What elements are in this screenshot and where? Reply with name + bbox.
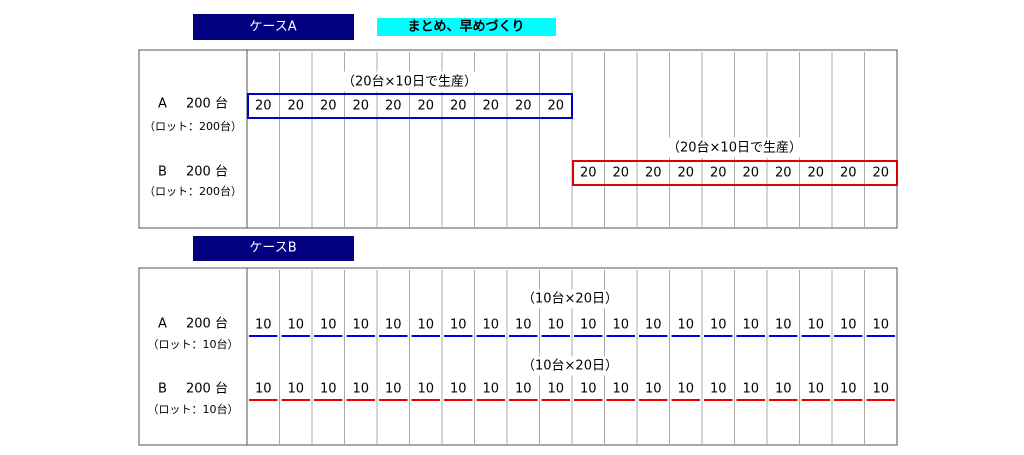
cell-value: 10 [255,382,272,397]
cell-frame [247,93,573,119]
cell-value: 20 [482,99,499,114]
row-name: B [158,165,167,180]
cell-value: 10 [710,318,727,333]
row-note: （10台×20日） [522,359,618,374]
cell-value: 10 [742,382,759,397]
cell-value: 10 [385,382,402,397]
row-qty: 200 台 [186,317,228,332]
cell-value: 10 [645,318,662,333]
row-name: B [158,382,167,397]
frame [138,267,898,446]
note-bg [519,289,621,309]
cell-value: 10 [807,318,824,333]
case-a-header [193,14,354,40]
cell-value: 10 [580,382,597,397]
cell-value: 20 [515,99,532,114]
cell-value: 10 [775,318,792,333]
cell-value: 10 [320,318,337,333]
row-note: （20台×10日で生産） [667,140,802,156]
note-bg [519,356,621,376]
cell-value: 10 [450,318,467,333]
cell-value: 10 [742,318,759,333]
cell-value: 20 [872,166,889,181]
cell-value: 20 [807,166,824,181]
case-b-header [193,236,354,261]
cell-value: 20 [677,166,694,181]
cell-value: 20 [287,99,304,114]
cell-value: 10 [612,382,629,397]
cell-value: 20 [710,166,727,181]
row-note: （20台×10日で生産） [342,74,477,90]
row-name: A [158,317,167,332]
case-b-label: ケースB [249,241,296,256]
cell-value: 20 [612,166,629,181]
cell-value: 20 [547,99,564,114]
cell-value: 20 [417,99,434,114]
row-lot: （ロット：200台） [144,184,242,198]
cell-value: 20 [840,166,857,181]
cell-value: 20 [580,166,597,181]
cell-value: 10 [515,318,532,333]
cell-value: 10 [352,318,369,333]
cell-value: 10 [677,318,694,333]
cell-value: 10 [710,382,727,397]
cell-value: 10 [872,382,889,397]
row-note: （10台×20日） [522,292,618,307]
cell-value: 10 [417,382,434,397]
cell-value: 10 [612,318,629,333]
cell-value: 10 [482,318,499,333]
cell-value: 10 [677,382,694,397]
cell-value: 10 [515,382,532,397]
cell-value: 10 [255,318,272,333]
cell-value: 10 [840,382,857,397]
cell-value: 10 [547,318,564,333]
cell-value: 10 [580,318,597,333]
cell-value: 20 [385,99,402,114]
row-lot: （ロット：10台） [148,402,239,416]
row-lot: （ロット：200台） [144,119,242,133]
cell-value: 10 [287,382,304,397]
cell-value: 10 [775,382,792,397]
case-a-tag: まとめ、早めづくり [407,19,524,35]
note-bg [664,137,805,158]
tag-box [377,18,556,36]
cell-value: 20 [450,99,467,114]
note-bg [339,71,480,92]
cell-value: 20 [255,99,272,114]
cell-value: 10 [547,382,564,397]
cell-value: 10 [645,382,662,397]
cell-value: 20 [645,166,662,181]
cell-value: 10 [352,382,369,397]
cell-value: 10 [287,318,304,333]
case-a-label: ケースA [249,20,296,35]
frame [138,49,898,229]
row-qty: 200 台 [186,97,228,112]
cell-value: 10 [417,318,434,333]
cell-value: 20 [352,99,369,114]
cell-value: 20 [742,166,759,181]
row-lot: （ロット：10台） [148,337,239,351]
cell-value: 10 [482,382,499,397]
row-qty: 200 台 [186,382,228,397]
cell-value: 10 [840,318,857,333]
cell-frame [572,160,898,186]
cell-value: 10 [872,318,889,333]
cell-value: 20 [775,166,792,181]
cell-value: 10 [385,318,402,333]
row-name: A [158,97,167,112]
row-qty: 200 台 [186,165,228,180]
cell-value: 10 [807,382,824,397]
cell-value: 20 [320,99,337,114]
cell-value: 10 [320,382,337,397]
cell-value: 10 [450,382,467,397]
